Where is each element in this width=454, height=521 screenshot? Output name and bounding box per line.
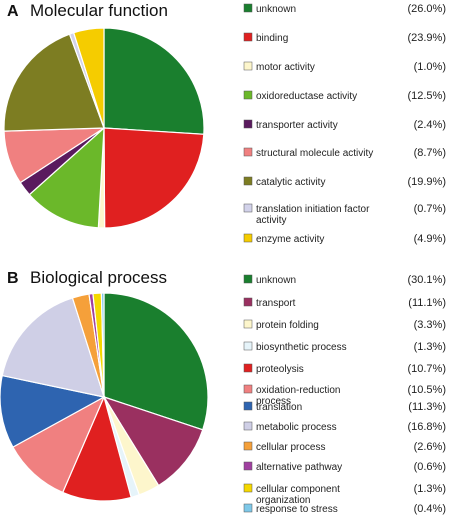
pie-slice-metabolic-process <box>1 297 105 398</box>
pie-biological-process <box>0 292 209 502</box>
legend-swatch-binding <box>243 32 253 42</box>
legend-label-alternative-pathway: alternative pathway <box>256 462 342 473</box>
legend-label-proteolysis: proteolysis <box>256 364 304 375</box>
legend-percent-enzyme-activity: (4.9%) <box>414 233 446 245</box>
legend-label-binding: binding <box>256 33 288 44</box>
legend-percent-transport: (11.1%) <box>408 297 446 309</box>
legend-swatch-motor-activity <box>243 61 253 71</box>
legend-swatch-translation <box>243 401 253 411</box>
pie-slice-enzyme-activity <box>72 27 105 129</box>
legend-percent-cellular-component-organization: (1.3%) <box>414 483 446 495</box>
pie-molecular-function <box>3 27 205 229</box>
legend-label-enzyme-activity: enzyme activity <box>256 234 324 245</box>
legend-swatch-catalytic-activity <box>243 176 253 186</box>
legend-percent-catalytic-activity: (19.9%) <box>407 176 446 188</box>
legend-swatch-oxidoreductase-activity <box>243 90 253 100</box>
legend-label-translation-initiation-factor-activity: translation initiation factor activity <box>256 204 370 226</box>
legend-percent-oxidoreductase-activity: (12.5%) <box>407 90 446 102</box>
legend-percent-metabolic-process: (16.8%) <box>407 421 446 433</box>
legend-swatch-transport <box>243 297 253 307</box>
legend-label-unknown: unknown <box>256 275 296 286</box>
legend-label-oxidoreductase-activity: oxidoreductase activity <box>256 91 357 102</box>
pie-slice-oxidation-reduction-process <box>12 395 106 494</box>
legend-swatch-metabolic-process <box>243 421 253 431</box>
legend-swatch-protein-folding <box>243 319 253 329</box>
legend-percent-binding: (23.9%) <box>407 32 446 44</box>
legend-label-response-to-stress: response to stress <box>256 504 338 515</box>
legend-label-structural-molecule-activity: structural molecule activity <box>256 148 373 159</box>
panel-biological-process: B Biological process unknown (30.1%) trans… <box>0 268 446 515</box>
legend-swatch-biosynthetic-process <box>243 341 253 351</box>
pie-slice-transport <box>102 395 204 487</box>
legend-percent-biosynthetic-process: (1.3%) <box>414 341 446 353</box>
pie-slice-translation <box>0 374 106 448</box>
legend-swatch-transporter-activity <box>243 119 253 129</box>
legend-label-unknown: unknown <box>256 4 296 15</box>
legend-swatch-oxidation-reduction-process <box>243 384 253 394</box>
legend-swatch-response-to-stress <box>243 503 253 513</box>
legend-swatch-enzyme-activity <box>243 233 253 243</box>
panel-letter-b: B <box>7 270 19 287</box>
legend-percent-translation-initiation-factor-activity: (0.7%) <box>414 203 446 215</box>
legend-label-transporter-activity: transporter activity <box>256 120 338 131</box>
legend-percent-alternative-pathway: (0.6%) <box>414 461 446 473</box>
legend-percent-translation: (11.3%) <box>408 401 446 413</box>
panel-molecular-function: A Molecular function unknown (26.0%) bindi… <box>3 1 446 245</box>
legend-label-biosynthetic-process: biosynthetic process <box>256 342 347 353</box>
pie-slice-proteolysis <box>61 395 132 502</box>
legend-label-protein-folding: protein folding <box>256 320 319 331</box>
panel-title-biological-process: Biological process <box>30 268 167 287</box>
legend-swatch-translation-initiation-factor-activity <box>243 203 253 213</box>
legend-label-cellular-component-organization: cellular component organization <box>256 484 340 506</box>
pie-slice-unknown <box>103 27 205 135</box>
legend-percent-unknown: (30.1%) <box>407 274 446 286</box>
legend-label-oxidation-reduction-process: oxidation-reduction process <box>256 385 341 407</box>
legend-swatch-cellular-process <box>243 441 253 451</box>
legend-percent-cellular-process: (2.6%) <box>414 441 446 453</box>
panel-title-molecular-function: Molecular function <box>30 1 168 20</box>
legend-percent-protein-folding: (3.3%) <box>414 319 446 331</box>
legend-swatch-proteolysis <box>243 363 253 373</box>
legend-percent-motor-activity: (1.0%) <box>414 61 446 73</box>
legend-percent-proteolysis: (10.7%) <box>407 363 446 375</box>
legend-percent-unknown: (26.0%) <box>407 3 446 15</box>
legend-label-translation: translation <box>256 402 302 413</box>
legend-percent-transporter-activity: (2.4%) <box>414 119 446 131</box>
pie-slice-response-to-stress <box>100 292 105 398</box>
pie-slice-unknown <box>103 292 209 431</box>
legend-swatch-structural-molecule-activity <box>243 147 253 157</box>
legend-swatch-unknown <box>243 3 253 13</box>
pie-slice-binding <box>103 127 205 229</box>
legend-percent-response-to-stress: (0.4%) <box>414 503 446 515</box>
legend-label-cellular-process: cellular process <box>256 442 325 453</box>
legend-label-catalytic-activity: catalytic activity <box>256 177 325 188</box>
legend-swatch-alternative-pathway <box>243 461 253 471</box>
legend-label-metabolic-process: metabolic process <box>256 422 337 433</box>
legend-swatch-cellular-component-organization <box>243 483 253 493</box>
legend-label-transport: transport <box>256 298 296 309</box>
legend-percent-structural-molecule-activity: (8.7%) <box>414 147 446 159</box>
pie-slice-oxidoreductase-activity <box>28 126 105 229</box>
legend-biological-process: unknown (30.1%) transport (11.1%) protein fo… <box>243 274 446 515</box>
legend-percent-oxidation-reduction-process: (10.5%) <box>407 384 446 396</box>
legend-molecular-function: unknown (26.0%) binding (23.9%) motor activi… <box>243 3 446 245</box>
panel-letter-a: A <box>7 3 19 20</box>
legend-swatch-unknown <box>243 274 253 284</box>
pie-slice-catalytic-activity <box>3 33 105 132</box>
legend-label-motor-activity: motor activity <box>256 62 315 73</box>
